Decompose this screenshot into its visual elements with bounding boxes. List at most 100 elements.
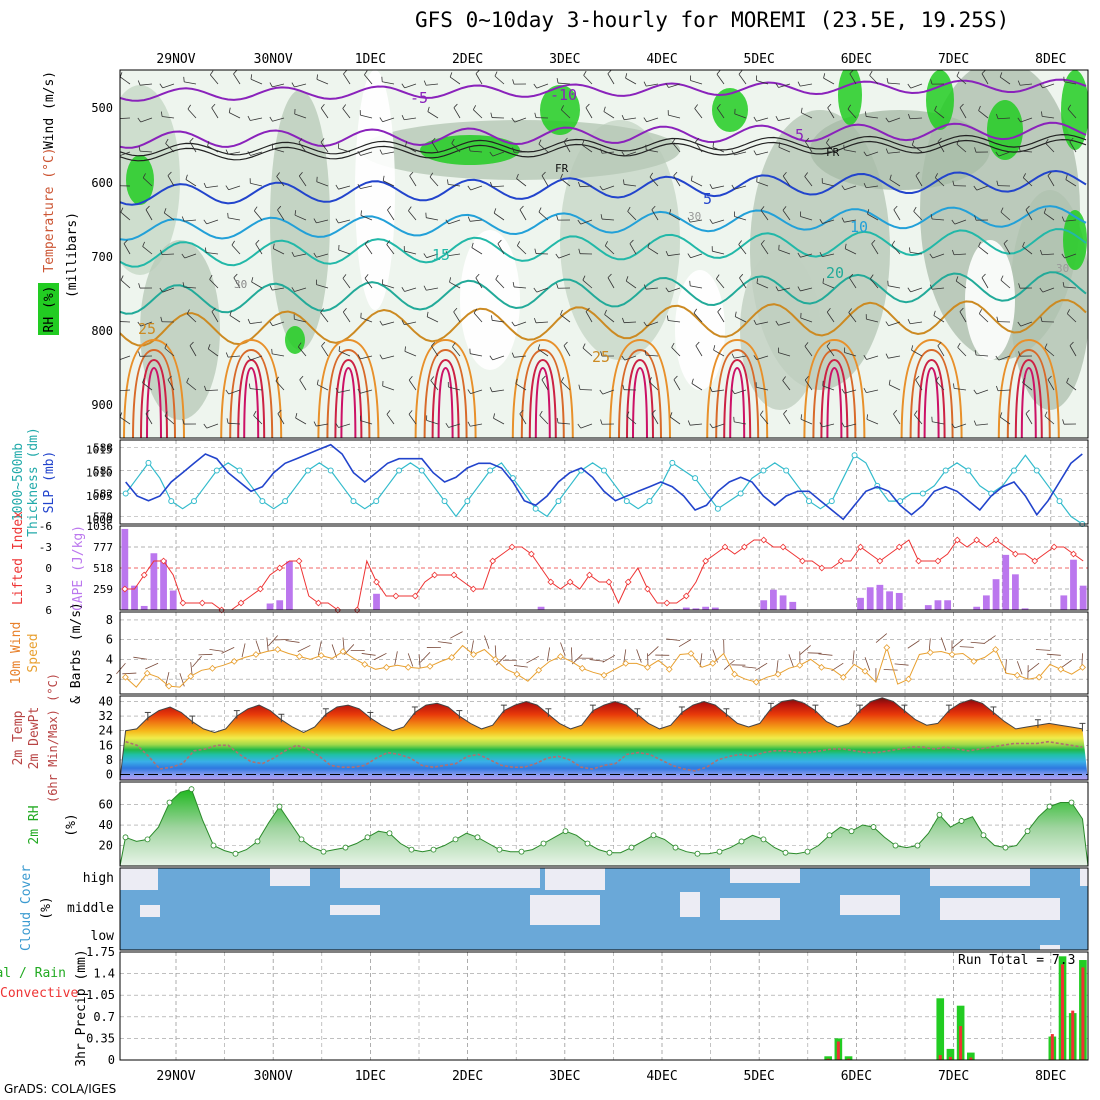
surface-heat-contour — [431, 358, 460, 438]
wind-barb — [473, 109, 483, 119]
wind-barb — [162, 116, 175, 119]
wind-speed-point — [818, 663, 825, 671]
temp-tick: 32 — [99, 709, 113, 723]
wind-barb-flag — [909, 247, 911, 253]
wind-barb-flag — [739, 273, 744, 279]
wind-barb-flag — [804, 342, 809, 347]
wind-barb-flag — [248, 383, 251, 389]
wind-barb-flag — [1066, 309, 1070, 314]
wind-speed-point — [578, 664, 586, 672]
wind-barb — [386, 414, 395, 425]
rh2m-point — [188, 786, 195, 793]
wind-barb — [888, 117, 901, 123]
wind-barb-10m — [179, 672, 185, 687]
lifted-index-point — [392, 592, 400, 600]
wind-barb-10m — [483, 635, 490, 649]
wind-speed-point — [796, 661, 804, 669]
wind-barb — [804, 379, 813, 391]
surface-heat-contour — [626, 358, 654, 438]
wind-barb — [932, 421, 945, 425]
precip-total-bar — [946, 1048, 955, 1060]
wind-barb-flag — [472, 105, 477, 110]
thickness-point — [692, 475, 699, 482]
wind-barb-flag — [408, 376, 413, 381]
wind-barb — [120, 211, 131, 221]
wind-barb — [734, 355, 747, 359]
wind-barb-flag — [449, 277, 452, 283]
wind-barb-10m — [647, 646, 659, 657]
wind-barb — [888, 82, 901, 85]
wind-barb — [673, 175, 681, 187]
wind-barb — [360, 355, 373, 360]
wind-barb-10m — [394, 651, 398, 666]
wind-barb-flag — [269, 116, 273, 122]
wind-barb — [976, 423, 989, 426]
pressure-tick: 900 — [91, 398, 113, 412]
wind-barb — [738, 244, 747, 255]
wind-speed-point — [1079, 663, 1086, 671]
wind-barb — [580, 219, 593, 225]
wind-tick: 6 — [106, 633, 113, 647]
wind-barb-flag — [360, 210, 362, 216]
wind-barb-flag — [1039, 83, 1043, 89]
rh2m-axis-label: 2m RH — [27, 805, 42, 844]
wind-barb — [470, 219, 483, 222]
wind-barb-flag — [911, 140, 915, 146]
wind-speed-point — [491, 656, 499, 663]
wind-barb — [581, 144, 593, 153]
wind-barb-flag — [233, 273, 238, 278]
wind-barb-flag — [952, 180, 955, 186]
wind-barb — [849, 277, 857, 289]
wind-barb-flag — [277, 205, 282, 211]
wind-barb — [997, 389, 1011, 392]
rh2m-point — [1024, 828, 1031, 835]
wind-barb-flag — [869, 70, 873, 76]
wind-barb-flag — [408, 206, 412, 211]
temp2m-axis-label: 2m Temp — [11, 710, 26, 765]
wind-barb — [866, 185, 879, 189]
wind-barb-10m — [419, 652, 431, 663]
surface-heat-contour — [1014, 358, 1043, 438]
wind-barb — [167, 379, 175, 391]
wind-barb-flag — [189, 137, 194, 142]
rh2m-area — [119, 788, 1089, 867]
wind-barb-flag — [783, 409, 788, 415]
wind-barb-flag — [1044, 411, 1048, 417]
lifted-index-point — [973, 536, 981, 544]
wind-barb — [558, 82, 571, 85]
wind-barb — [999, 416, 1011, 425]
cape-bar — [924, 605, 932, 610]
wind-speed-point — [339, 648, 347, 655]
wind-barb — [713, 349, 725, 357]
precip-convective-bar — [836, 1041, 840, 1060]
wind-barb-flag — [519, 409, 524, 415]
wind-barb-flag — [888, 379, 891, 385]
wind-barb — [1064, 286, 1077, 289]
wind-barb-flag — [695, 137, 700, 143]
wind-barb-flag — [1018, 145, 1021, 152]
wind-barb-flag — [291, 287, 295, 292]
wind-barb — [1000, 211, 1011, 221]
wind-barb-flag — [841, 217, 845, 223]
wind-barb-flag — [1018, 283, 1021, 289]
wind-barb-flag — [541, 171, 546, 176]
surface-heat-contour — [826, 366, 843, 438]
wind-barb — [778, 83, 791, 88]
wind-barb-flag — [885, 148, 889, 154]
wind-barb — [870, 278, 879, 289]
wind-barb-flag — [560, 309, 563, 315]
wind-barb-flag — [934, 173, 938, 178]
wind-speed-line — [125, 644, 1083, 688]
wind-barb — [343, 73, 351, 85]
wind-speed-point — [1013, 671, 1021, 679]
surface-heat-contour — [729, 366, 746, 438]
wind-barb — [911, 144, 923, 153]
wind-barb — [321, 345, 329, 357]
wind-barb-flag — [225, 149, 229, 155]
wind-barb — [229, 112, 241, 119]
wind-barb — [431, 141, 439, 153]
wind-barb — [847, 108, 857, 119]
wind-barb — [712, 423, 725, 429]
wind-barb — [670, 416, 681, 425]
rh-tick: 60 — [99, 798, 113, 812]
